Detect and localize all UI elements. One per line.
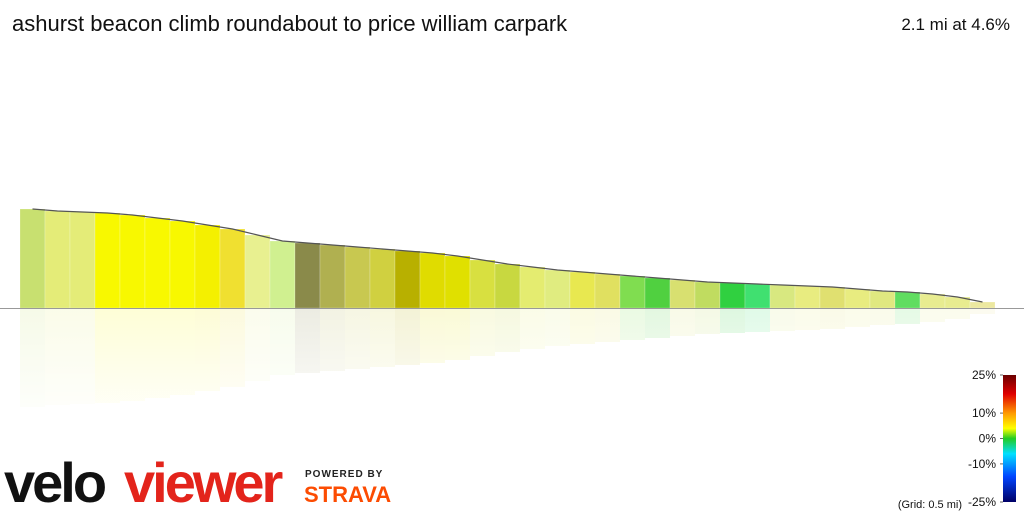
profile-segment [269,240,296,309]
logo-viewer: viewer [124,451,283,512]
profile-segment [544,269,571,309]
profile-segment [394,250,421,309]
profile-segment [169,220,196,309]
profile-segment [594,273,621,309]
profile-outline [32,208,983,303]
profile-segment [894,291,921,309]
profile-segment [719,282,746,309]
title: ashurst beacon climb roundabout to price… [12,11,568,36]
profile-segment [869,290,896,309]
gradient-scale [1003,375,1016,502]
profile-segment [794,285,821,309]
profile-segment [469,259,496,309]
strava-logo: STRAVA [304,482,391,507]
legend-label: 25% [972,368,996,382]
profile-segment [844,288,871,309]
profile-segment [519,266,546,309]
reflection-fade [0,309,1024,419]
profile-segment [494,263,521,309]
profile-segment [119,214,146,309]
profile-segment [669,279,696,309]
profile-segment [619,275,646,309]
legend-label: -25% [968,495,996,509]
profile-segment [319,244,346,309]
profile-segment [819,286,846,309]
profile-segment [919,293,946,309]
profile-segment [644,277,671,309]
profile-segment [94,212,121,309]
profile-segment [769,284,796,309]
profile-segment [569,271,596,309]
profile-segment [969,301,996,309]
profile-segment [369,248,396,309]
profile-segment [344,246,371,309]
profile-segment [244,234,271,309]
profile-segment [294,242,321,309]
grid-label: (Grid: 0.5 mi) [898,499,962,511]
powered-by: POWERED BY [305,469,383,480]
profile-segment [69,211,96,309]
profile-segment [194,224,221,309]
profile-segment [444,255,471,309]
profile-segment [19,208,46,309]
legend-label: 10% [972,406,996,420]
logo-velo: velo [4,451,106,512]
profile-segment [419,252,446,309]
profile-segment [219,228,246,309]
profile-segment [694,281,721,309]
legend-label: 0% [979,432,997,446]
profile-segment [144,217,171,309]
profile-segment [744,283,771,309]
profile-segment [44,210,71,309]
summary: 2.1 mi at 4.6% [901,15,1010,34]
legend-label: -10% [968,457,996,471]
